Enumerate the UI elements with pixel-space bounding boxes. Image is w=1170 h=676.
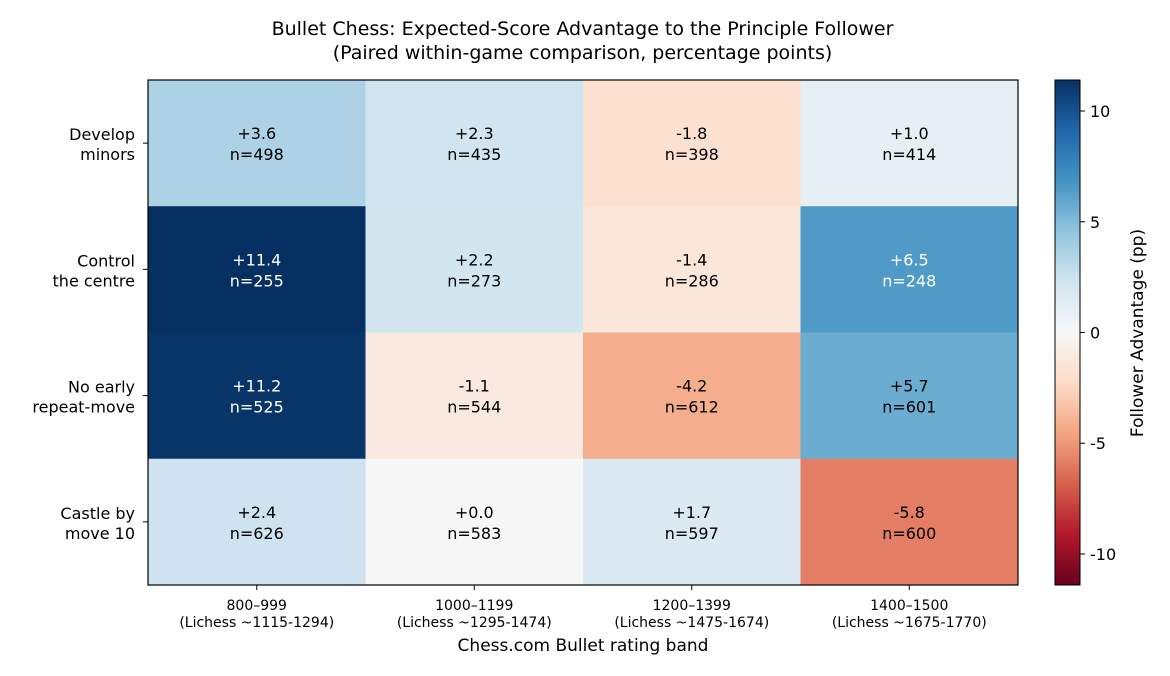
- heatmap-cell: [583, 206, 801, 333]
- heatmap-cell: [583, 80, 801, 207]
- colorbar-tick-label: -10: [1090, 545, 1116, 564]
- y-tick-label: repeat-move: [32, 398, 135, 417]
- cell-count-label: n=498: [230, 145, 284, 164]
- heatmap-cell: [365, 458, 584, 586]
- y-tick-label: the centre: [53, 271, 135, 290]
- cell-count-label: n=544: [447, 398, 501, 417]
- cell-value-label: -1.8: [676, 124, 707, 143]
- cell-count-label: n=255: [230, 271, 284, 290]
- plot-frame: [147, 79, 1019, 586]
- cell-value-label: +2.2: [455, 250, 494, 269]
- cell-value-label: +11.2: [232, 377, 281, 396]
- cell-value-label: +1.0: [890, 124, 929, 143]
- cell-count-label: n=612: [665, 398, 719, 417]
- chart-subtitle: (Paired within-game comparison, percenta…: [332, 42, 833, 64]
- cell-value-label: -1.4: [676, 250, 707, 269]
- cell-count-label: n=414: [882, 145, 936, 164]
- cell-count-label: n=597: [665, 524, 719, 543]
- heatmap-cell: [365, 206, 584, 333]
- colorbar-tick-label: 10: [1090, 102, 1110, 121]
- x-tick-label: (Lichess ~1115-1294): [179, 615, 334, 631]
- cell-value-label: +1.7: [672, 503, 711, 522]
- heatmap-cell: [148, 206, 366, 333]
- cell-value-label: +2.3: [455, 124, 494, 143]
- cell-value-label: -1.1: [459, 377, 490, 396]
- heatmap-cell: [583, 332, 801, 460]
- x-tick-label: (Lichess ~1675-1770): [832, 615, 987, 631]
- colorbar-gradient: [1054, 79, 1081, 586]
- heatmap-cell: [583, 458, 801, 586]
- cell-value-label: -5.8: [894, 503, 925, 522]
- cell-count-label: n=273: [447, 271, 501, 290]
- cell-value-label: +6.5: [890, 250, 929, 269]
- colorbar-tick-label: -5: [1090, 434, 1106, 453]
- colorbar-label: Follower Advantage (pp): [1128, 229, 1148, 437]
- heatmap-cell: [800, 332, 1019, 460]
- heatmap-cell: [800, 80, 1019, 207]
- x-axis: 800–999(Lichess ~1115-1294)1000–1199(Lic…: [179, 585, 987, 631]
- colorbar-tick-label: 5: [1090, 213, 1100, 232]
- y-tick-label: Develop: [69, 125, 135, 144]
- colorbar-tick-label: 0: [1090, 324, 1100, 343]
- cell-count-label: n=626: [230, 524, 284, 543]
- heatmap-cell: [365, 80, 584, 207]
- chart-title: Bullet Chess: Expected-Score Advantage t…: [271, 18, 894, 40]
- cell-value-label: +3.6: [237, 124, 276, 143]
- x-tick-label: 1000–1199: [435, 598, 513, 614]
- cell-count-label: n=583: [447, 524, 501, 543]
- heatmap-cell: [148, 80, 366, 207]
- x-tick-label: 1400–1500: [870, 598, 948, 614]
- y-tick-label: Castle by: [60, 504, 135, 523]
- colorbar: 10 5 0 -5 -10: [1054, 79, 1116, 586]
- heatmap-cell: [148, 458, 366, 586]
- cell-value-label: +5.7: [890, 377, 929, 396]
- cell-count-label: n=398: [665, 145, 719, 164]
- heatmap-cells: +3.6 n=498 +2.3 n=435 -1.8 n=398 +1.0 n=414 +11.…: [148, 80, 1019, 586]
- cell-count-label: n=601: [882, 398, 936, 417]
- cell-value-label: +2.4: [237, 503, 276, 522]
- heatmap-cell: [148, 332, 366, 460]
- x-tick-label: (Lichess ~1295-1474): [397, 615, 552, 631]
- y-tick-label: move 10: [65, 524, 135, 543]
- cell-value-label: +11.4: [232, 250, 281, 269]
- cell-count-label: n=525: [230, 398, 284, 417]
- y-tick-label: Control: [77, 251, 135, 270]
- x-tick-label: (Lichess ~1475-1674): [614, 615, 769, 631]
- heatmap-cell: [800, 206, 1019, 333]
- cell-count-label: n=600: [882, 524, 936, 543]
- y-tick-label: No early: [68, 378, 135, 397]
- x-tick-label: 800–999: [227, 598, 287, 614]
- x-tick-label: 1200–1399: [653, 598, 731, 614]
- cell-count-label: n=248: [882, 271, 936, 290]
- x-axis-label: Chess.com Bullet rating band: [458, 636, 709, 656]
- cell-count-label: n=435: [447, 145, 501, 164]
- heatmap-cell: [365, 332, 584, 460]
- heatmap-cell: [800, 458, 1019, 586]
- cell-value-label: +0.0: [455, 503, 494, 522]
- cell-count-label: n=286: [665, 271, 719, 290]
- y-tick-label: minors: [80, 145, 135, 164]
- cell-value-label: -4.2: [676, 377, 707, 396]
